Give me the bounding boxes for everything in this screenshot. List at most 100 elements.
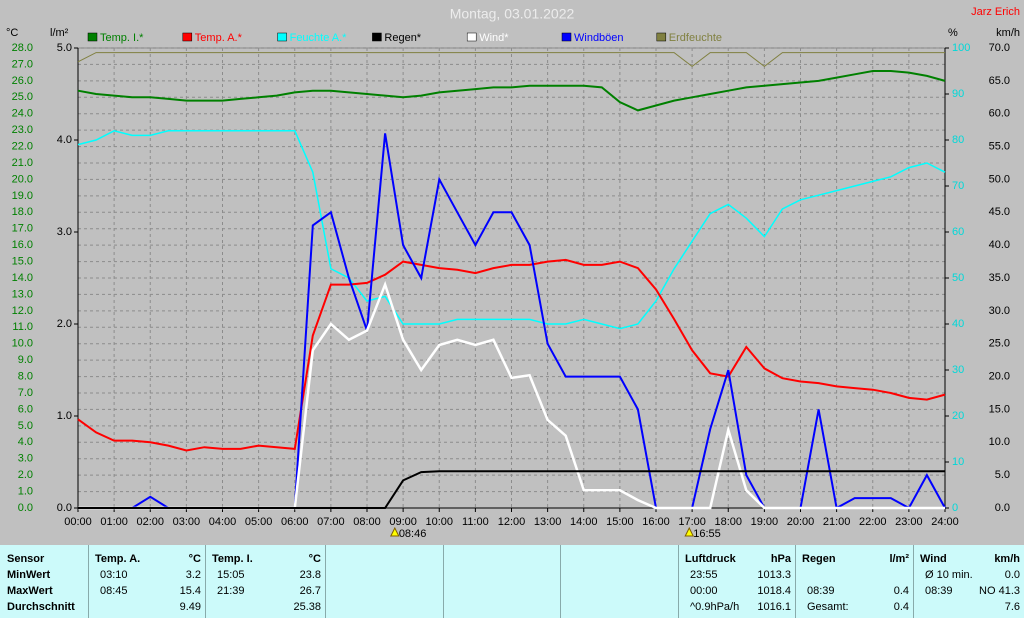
column-divider	[205, 545, 206, 618]
y-tick-label: 15.0	[12, 255, 33, 267]
column-title: Temp. A.	[95, 553, 141, 565]
y-tick-label: 14.0	[12, 272, 33, 284]
y4-tick-label: 60.0	[989, 108, 1010, 120]
y3-tick-label: 30	[952, 364, 964, 376]
cell-label: 08:39	[925, 585, 953, 597]
legend-swatch	[277, 32, 287, 42]
cell-value: 9.49	[179, 601, 201, 613]
annotation-icon	[684, 526, 695, 537]
cell-label: 00:00	[690, 585, 718, 597]
y4-tick-label: 10.0	[989, 436, 1010, 448]
column-divider	[913, 545, 914, 618]
x-tick-label: 10:00	[425, 516, 453, 528]
y4-tick-label: 55.0	[989, 140, 1010, 152]
x-tick-label: 02:00	[136, 516, 164, 528]
cell-label: 23:55	[690, 569, 718, 581]
cell-label: Durchschnitt	[7, 601, 75, 613]
legend-swatch	[561, 32, 572, 42]
y4-tick-label: 70.0	[989, 42, 1010, 54]
legend-label: Erdfeuchte	[669, 32, 722, 44]
y3-tick-label: 20	[952, 410, 964, 422]
y-tick-label: 4.0	[18, 436, 33, 448]
cell-value: 0.4	[893, 585, 909, 597]
column-title: Wind	[920, 553, 947, 565]
y2-tick-label: 0.0	[57, 502, 72, 514]
x-tick-label: 23:00	[895, 516, 923, 528]
y-tick-label: 7.0	[18, 387, 33, 399]
cell-label: 21:39	[217, 585, 245, 597]
cell-label: Gesamt:	[807, 601, 849, 613]
y2-tick-label: 1.0	[57, 410, 72, 422]
cell-value: NO 41.3	[979, 585, 1020, 597]
y-tick-label: 28.0	[12, 42, 33, 54]
cell-value: 0.4	[893, 601, 909, 613]
cell-value: 23.8	[299, 569, 321, 581]
cell-value: 15.4	[179, 585, 201, 597]
cell-value: 1016.1	[757, 601, 791, 613]
x-tick-label: 21:00	[823, 516, 851, 528]
y4-tick-label: 30.0	[989, 305, 1010, 317]
y4-tick-label: 40.0	[989, 239, 1010, 251]
y-tick-label: 12.0	[12, 305, 33, 317]
column-divider	[325, 545, 326, 618]
cell-value: 26.7	[299, 585, 321, 597]
cell-label: 08:39	[807, 585, 835, 597]
y3-tick-label: 80	[952, 134, 964, 146]
column-unit: °C	[308, 553, 321, 565]
cell-label: Ø 10 min.	[925, 569, 973, 581]
y4-tick-label: 65.0	[989, 75, 1010, 87]
legend-label: Regen*	[384, 32, 421, 44]
column-divider	[88, 545, 89, 618]
cell-value: 25.38	[293, 601, 321, 613]
y-tick-label: 18.0	[12, 206, 33, 218]
series-line	[78, 470, 945, 509]
y-unit: °C	[6, 27, 18, 39]
y-tick-label: 27.0	[12, 58, 33, 70]
y3-tick-label: 10	[952, 456, 964, 468]
y4-tick-label: 5.0	[995, 469, 1010, 481]
x-tick-label: 03:00	[173, 516, 201, 528]
y2-tick-label: 5.0	[57, 42, 72, 54]
x-tick-label: 06:00	[281, 516, 309, 528]
y4-tick-label: 45.0	[989, 206, 1010, 218]
column-title: Luftdruck	[685, 553, 736, 565]
y3-tick-label: 60	[952, 226, 964, 238]
y3-tick-label: 90	[952, 88, 964, 100]
y2-tick-label: 3.0	[57, 226, 72, 238]
y-tick-label: 0.0	[18, 502, 33, 514]
cell-value: 1018.4	[757, 585, 791, 597]
legend-label: Temp. A.*	[195, 32, 243, 44]
x-tick-label: 18:00	[714, 516, 742, 528]
x-tick-label: 14:00	[570, 516, 598, 528]
x-tick-label: 19:00	[751, 516, 779, 528]
y-tick-label: 20.0	[12, 173, 33, 185]
y2-unit: l/m²	[50, 27, 69, 39]
x-tick-label: 20:00	[787, 516, 815, 528]
y-tick-label: 9.0	[18, 354, 33, 366]
y3-tick-label: 50	[952, 272, 964, 284]
cell-label: ^0.9hPa/h	[690, 601, 740, 613]
column-unit: °C	[188, 553, 201, 565]
x-tick-label: 15:00	[606, 516, 634, 528]
column-divider	[678, 545, 679, 618]
series-line	[77, 52, 945, 68]
cell-value: 0.0	[1004, 569, 1020, 581]
y-tick-label: 22.0	[12, 140, 33, 152]
author: Jarz Erich	[971, 6, 1020, 18]
legend-label: Feuchte A.*	[290, 32, 348, 44]
column-title: Temp. I.	[212, 553, 253, 565]
legend-label: Windböen	[574, 32, 624, 44]
series-line	[77, 258, 946, 452]
column-divider	[560, 545, 561, 618]
legend-label: Temp. I.*	[100, 32, 144, 44]
column-divider	[795, 545, 796, 618]
y-tick-label: 21.0	[12, 157, 33, 169]
legend-label: Wind*	[479, 32, 509, 44]
y2-tick-label: 4.0	[57, 134, 72, 146]
cell-value: 7.6	[1004, 601, 1020, 613]
cell-label: 08:45	[100, 585, 128, 597]
y4-unit: km/h	[996, 27, 1020, 39]
y-tick-label: 16.0	[12, 239, 33, 251]
x-tick-label: 08:00	[353, 516, 381, 528]
legend-swatch	[182, 32, 193, 42]
